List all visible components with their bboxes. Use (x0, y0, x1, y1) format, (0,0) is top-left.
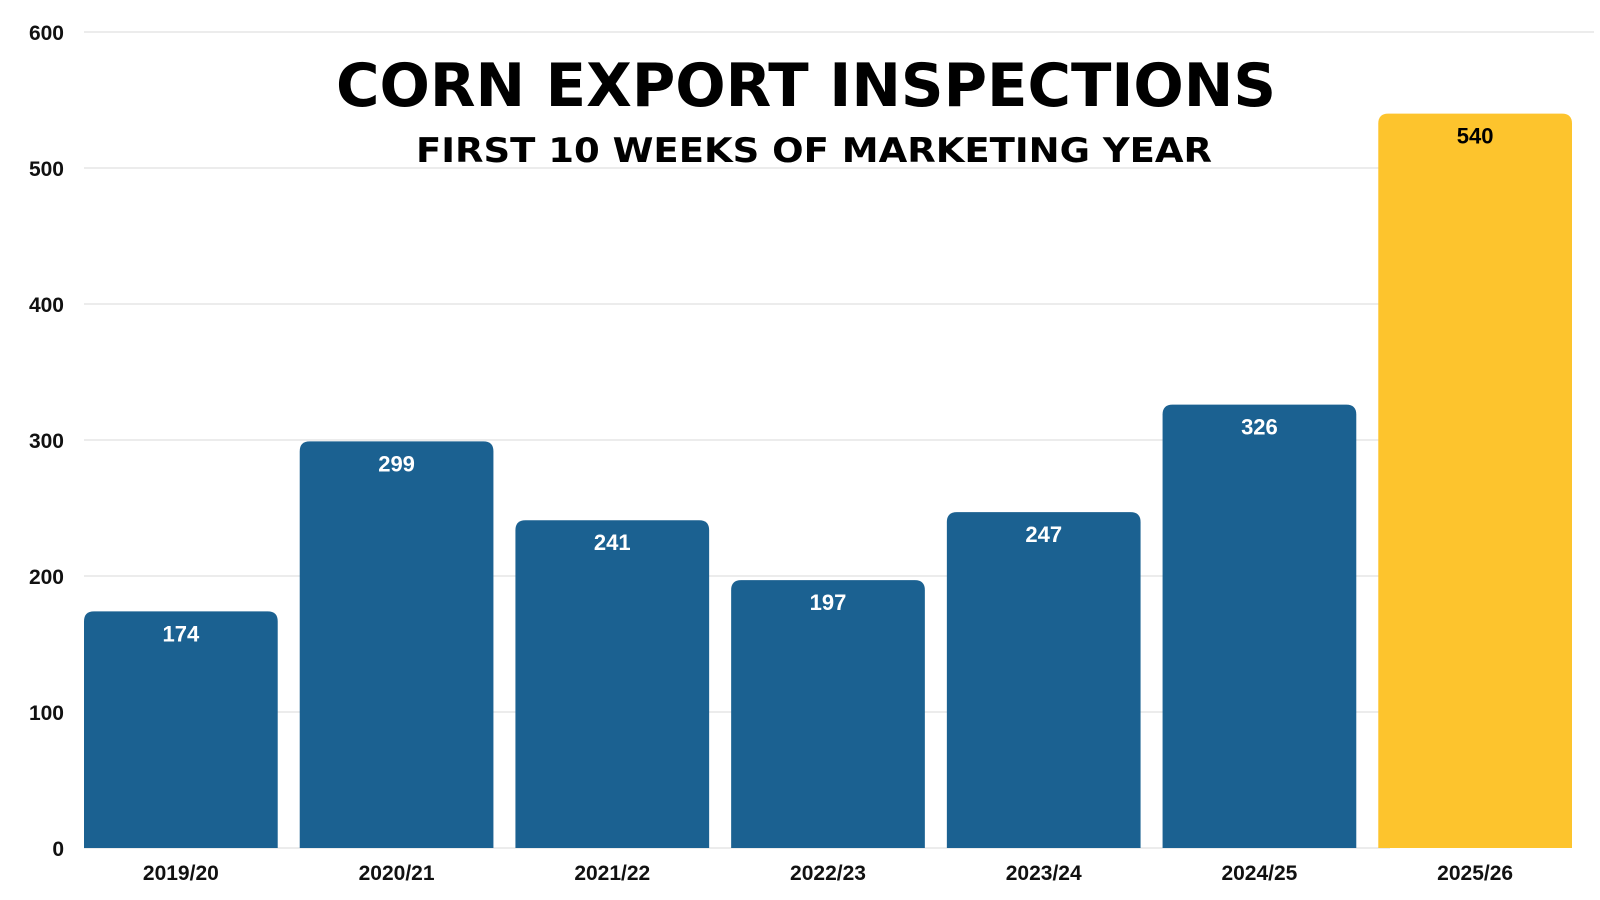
bar-2019-20 (84, 611, 278, 848)
data-label: 241 (594, 530, 631, 555)
bar-2022-23 (731, 580, 925, 848)
bar-2020-21 (299, 441, 494, 848)
x-tick-label: 2024/25 (1221, 862, 1297, 885)
x-tick-label: 2019/20 (143, 862, 219, 885)
x-tick-label: 2020/21 (359, 862, 435, 885)
data-labels: 174 299 241 197 247 326 540 (162, 124, 1493, 647)
y-tick-label: 200 (29, 566, 64, 589)
bars (84, 113, 1572, 849)
bar-2021-22 (515, 520, 710, 848)
data-label: 326 (1241, 415, 1278, 440)
data-label: 174 (162, 621, 199, 646)
data-label: 299 (378, 451, 415, 476)
x-tick-label: 2021/22 (574, 862, 650, 885)
bar-2025-26 (1378, 113, 1572, 849)
y-tick-label: 300 (29, 430, 64, 453)
data-label: 540 (1457, 124, 1494, 149)
y-tick-label: 100 (29, 702, 64, 725)
chart-title: CORN EXPORT INSPECTIONS (336, 51, 1276, 121)
x-tick-label: 2025/26 (1437, 862, 1513, 885)
y-axis-ticks: 0 100 200 300 400 500 600 (29, 22, 64, 861)
x-tick-label: 2023/24 (1006, 862, 1082, 885)
y-tick-label: 400 (29, 294, 64, 317)
bar-2024-25 (1162, 404, 1357, 848)
y-tick-label: 0 (52, 838, 64, 861)
y-tick-label: 600 (29, 22, 64, 45)
y-tick-label: 500 (29, 158, 64, 181)
data-label: 197 (810, 590, 847, 615)
x-axis-ticks: 2019/20 2020/21 2021/22 2022/23 2023/24 2024/… (143, 862, 1513, 885)
bar-2023-24 (946, 512, 1141, 848)
data-label: 247 (1025, 522, 1062, 547)
x-tick-label: 2022/23 (790, 862, 866, 885)
chart-subtitle: FIRST 10 WEEKS OF MARKETING YEAR (416, 131, 1212, 171)
